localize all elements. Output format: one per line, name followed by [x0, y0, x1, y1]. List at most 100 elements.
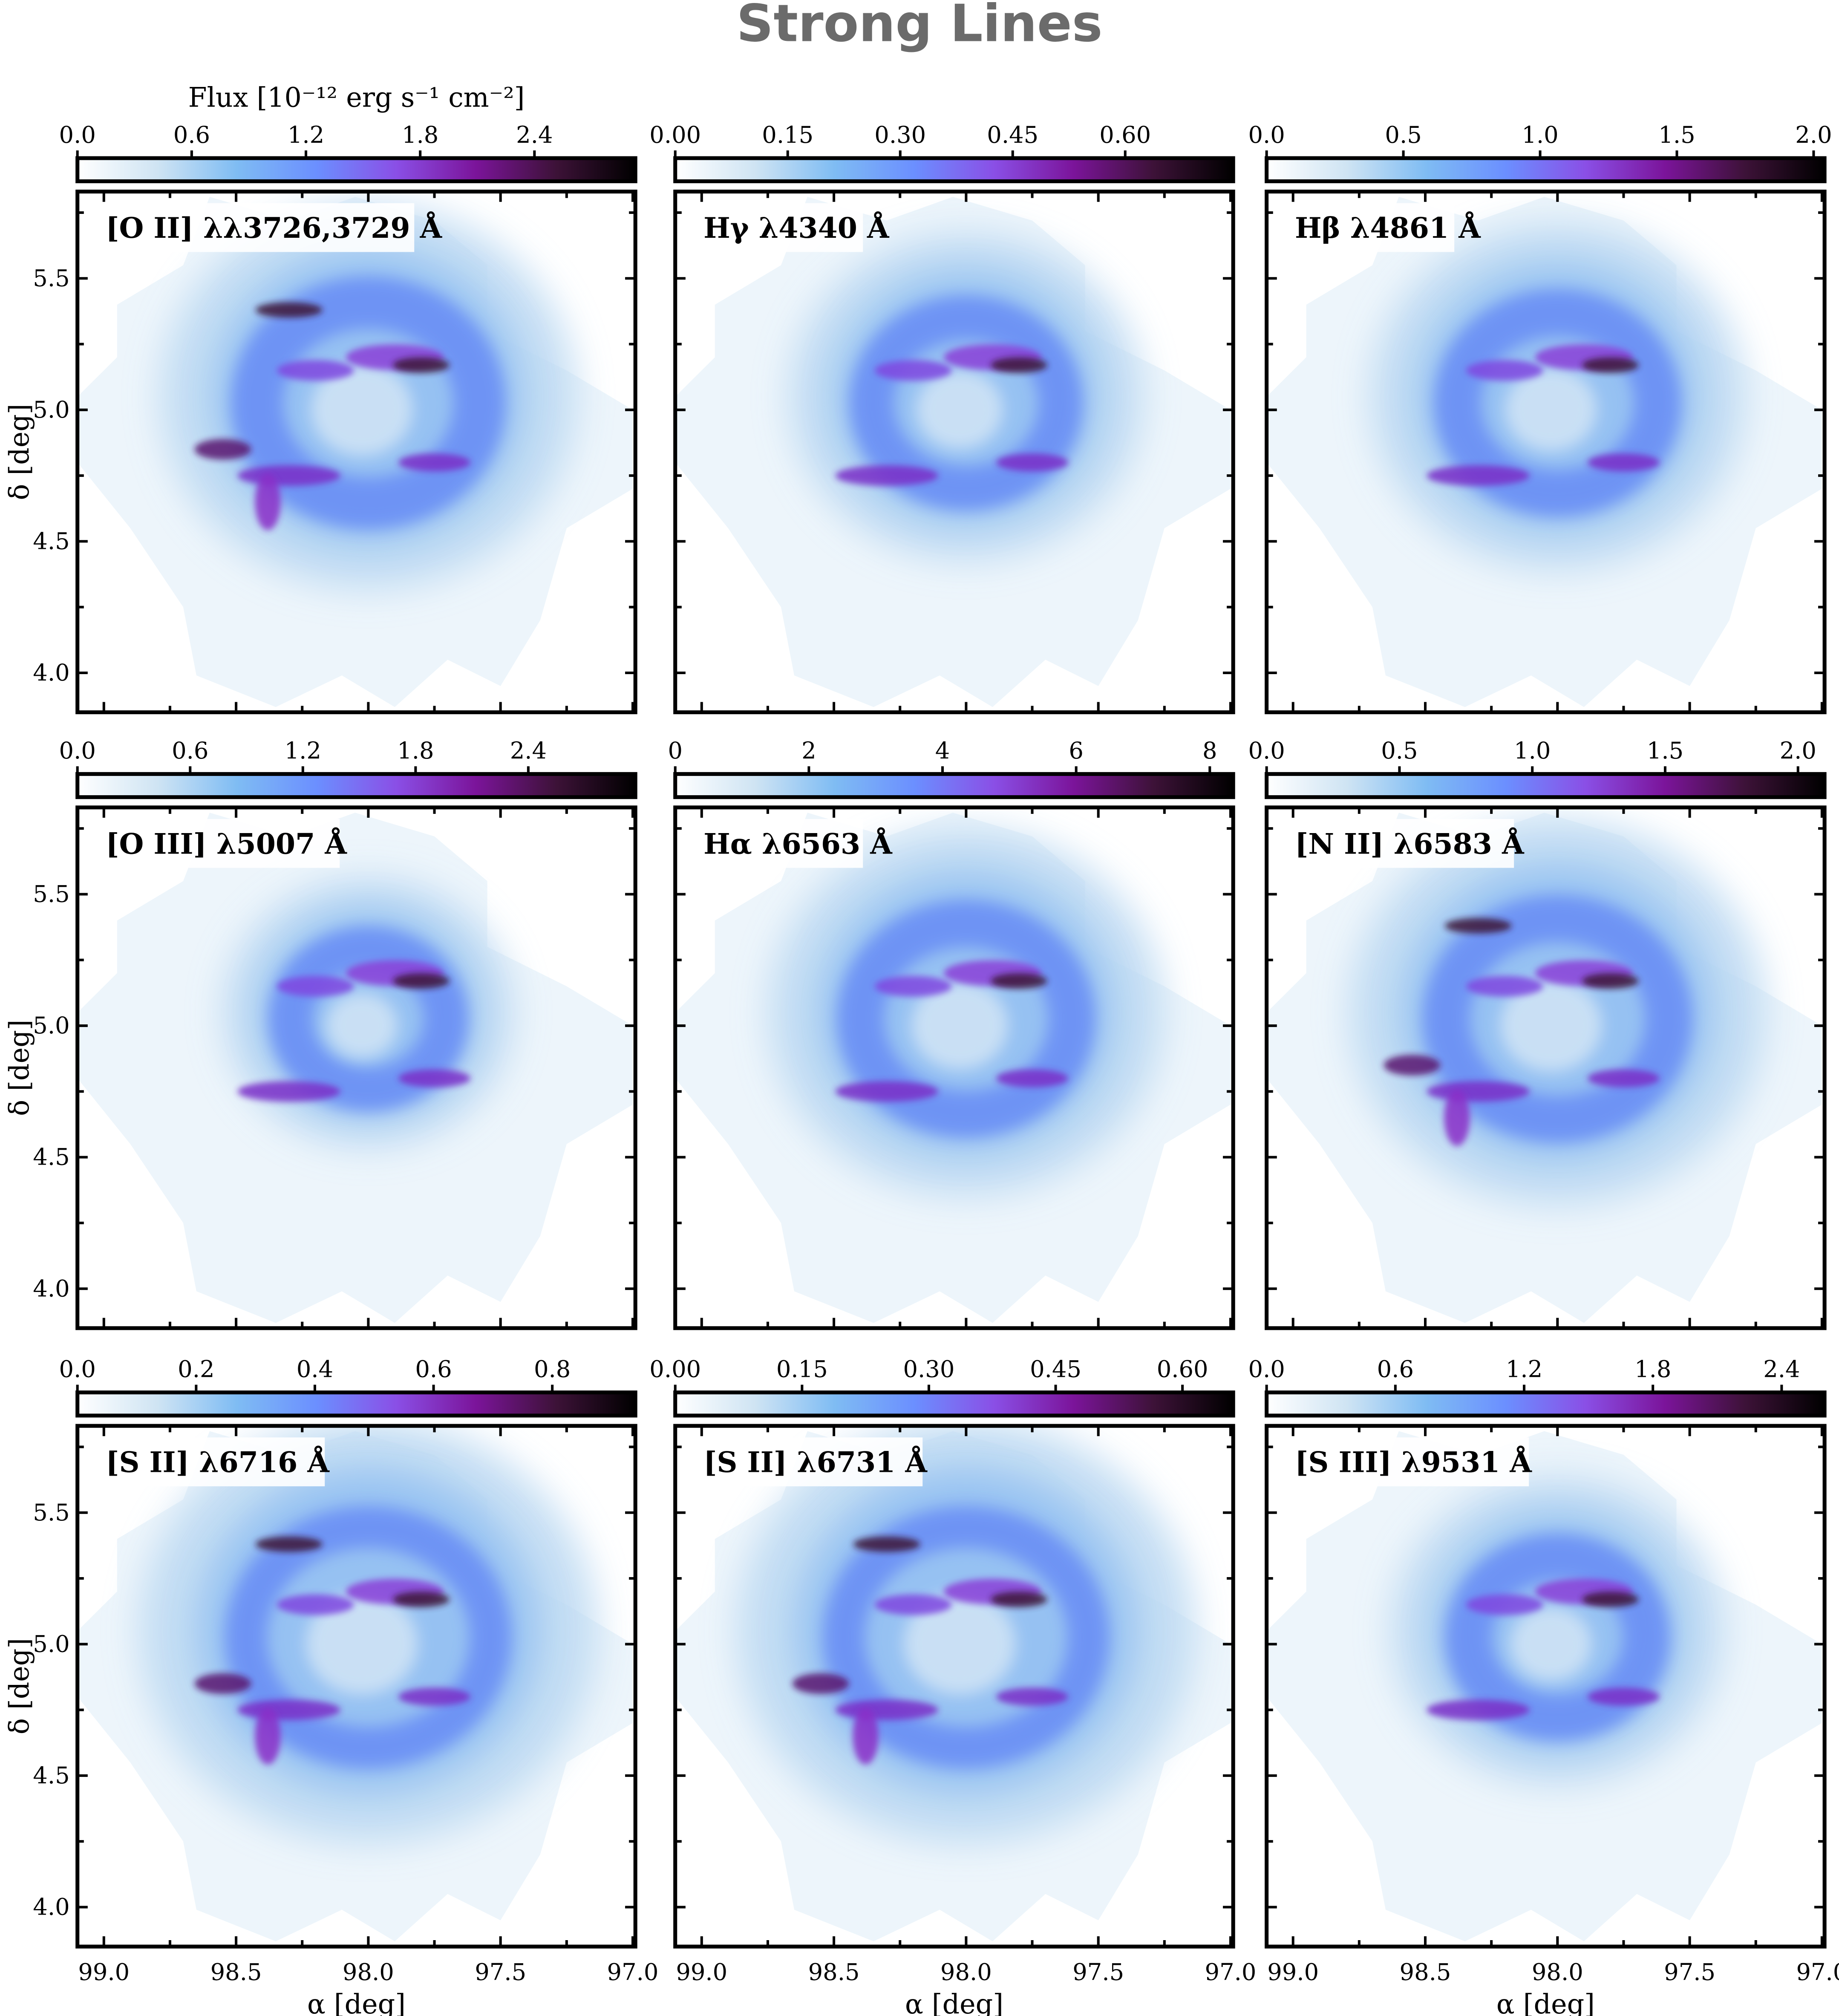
central-cavity — [1500, 979, 1602, 1072]
x-tick-label: 99.0 — [676, 1959, 727, 1986]
colorbar: 0.0 0.2 0.4 0.6 0.8 — [59, 1356, 637, 1418]
colorbar-tick-label: 0.0 — [1248, 121, 1285, 148]
flux-map — [77, 813, 633, 1323]
x-axis-label: α [deg] — [307, 1988, 406, 2016]
line-label: [N II] λ6583 Å — [1284, 819, 1525, 868]
x-tick-label: 98.5 — [1400, 1959, 1451, 1986]
bright-filament — [853, 1536, 920, 1552]
bright-filament — [277, 1594, 354, 1615]
colorbar-tick-label: 0.6 — [173, 121, 210, 148]
y-tick-label: 4.5 — [33, 1762, 69, 1789]
flux-map — [77, 196, 633, 707]
bright-filament — [277, 360, 354, 381]
axes-frame — [75, 190, 637, 715]
colorbar: 0.0 0.6 1.2 1.8 2.4 — [1248, 1356, 1827, 1418]
map-panel: 0.0 0.6 1.2 1.8 2.4 [O III] λ5007 Å 4.0 4.5 5.0 5… — [3, 737, 637, 1330]
y-tick-label: 4.0 — [33, 1275, 69, 1302]
bright-filament — [393, 1592, 450, 1607]
y-tick-label: 4.5 — [33, 528, 69, 554]
colorbar-tick-label: 0.5 — [1381, 737, 1418, 764]
colorbar-tick-label: 2.4 — [516, 121, 553, 148]
colorbar-tick-label: 0.0 — [59, 1356, 96, 1382]
x-tick-label: 98.0 — [1532, 1959, 1583, 1986]
line-label-text: Hα λ6563 Å — [703, 827, 893, 860]
colorbar-gradient — [673, 156, 1235, 183]
colorbar-gradient — [75, 772, 637, 799]
colorbar-tick-label: 0.0 — [1248, 737, 1285, 764]
colorbar-tick-label: 1.0 — [1522, 121, 1558, 148]
bright-filament — [991, 973, 1047, 989]
flux-map — [675, 1426, 1231, 1941]
colorbar-tick-label: 8 — [1202, 737, 1217, 764]
bright-filament — [277, 976, 354, 997]
axes-frame — [673, 190, 1235, 715]
central-cavity — [911, 981, 1008, 1070]
axes-frame — [1265, 805, 1827, 1330]
axes-frame — [75, 1424, 637, 1949]
colorbar-tick-label: 0.15 — [762, 121, 813, 148]
line-label: [O III] λ5007 Å — [95, 819, 347, 868]
colorbar-tick-label: 0.6 — [172, 737, 208, 764]
map-panel: 0.0 0.6 1.2 1.8 2.4 [S III] λ9531 Å 99.0 98.5 98… — [1248, 1356, 1839, 2016]
x-tick-label: 98.0 — [343, 1959, 394, 1986]
bright-filament — [792, 1673, 849, 1694]
emission-ring — [823, 1506, 1109, 1768]
central-cavity — [1510, 1606, 1592, 1681]
figure-title: Strong Lines — [736, 0, 1102, 54]
colorbar: 0.0 0.5 1.0 1.5 2.0 — [1248, 737, 1827, 799]
y-tick-label: 5.0 — [33, 1630, 69, 1657]
y-tick-label: 4.0 — [33, 659, 69, 686]
axes-frame — [673, 1424, 1235, 1949]
flux-map — [675, 196, 1231, 707]
colorbar-tick-label: 0.6 — [415, 1356, 452, 1382]
bright-filament — [874, 976, 952, 997]
colorbar-tick-label: 0.00 — [649, 1356, 701, 1382]
colorbar-tick-label: 2.4 — [510, 737, 547, 764]
line-label: Hγ λ4340 Å — [693, 203, 890, 252]
bright-filament — [237, 1081, 340, 1102]
y-tick-label: 5.0 — [33, 1012, 69, 1039]
x-tick-label: 99.0 — [1267, 1959, 1319, 1986]
bright-filament — [1587, 453, 1660, 472]
panel-grid: 0.0 0.6 1.2 1.8 2.4 Flux [10⁻¹² erg s⁻¹ cm⁻²]… — [3, 81, 1839, 2016]
line-label: Hα λ6563 Å — [693, 819, 893, 868]
bright-filament — [398, 1069, 471, 1087]
axes-frame — [673, 805, 1235, 1330]
emission-ring — [850, 296, 1083, 510]
x-tick-label: 97.0 — [1796, 1959, 1839, 1986]
bright-filament — [255, 302, 323, 318]
bright-filament — [835, 1081, 938, 1102]
bright-filament — [194, 439, 251, 460]
bright-filament — [853, 1707, 879, 1765]
colorbar-tick-label: 0.6 — [1377, 1356, 1414, 1382]
axes-frame — [75, 805, 637, 1330]
colorbar: 0 2 4 6 8 — [668, 737, 1235, 799]
line-label: [S II] λ6731 Å — [693, 1437, 928, 1486]
line-label: [S II] λ6716 Å — [95, 1437, 330, 1486]
x-tick-label: 98.5 — [210, 1959, 262, 1986]
bright-filament — [996, 453, 1069, 472]
colorbar: 0.00 0.15 0.30 0.45 0.60 — [649, 121, 1235, 183]
colorbar-tick-label: 0.5 — [1385, 121, 1421, 148]
map-panel: 0 2 4 6 8 Hα λ6563 Å — [668, 737, 1235, 1330]
bright-filament — [1427, 1699, 1530, 1720]
colorbar: 0.0 0.6 1.2 1.8 2.4 — [59, 737, 637, 799]
colorbar-tick-label: 2.0 — [1795, 121, 1832, 148]
bright-filament — [194, 1673, 251, 1694]
flux-map — [1266, 1431, 1822, 1941]
bright-filament — [991, 357, 1047, 373]
line-label: [O II] λλ3726,3729 Å — [95, 203, 443, 252]
colorbar-tick-label: 0.0 — [1248, 1356, 1285, 1382]
colorbar-tick-label: 0.45 — [987, 121, 1038, 148]
y-tick-label: 4.0 — [33, 1894, 69, 1921]
bright-filament — [1582, 1592, 1639, 1607]
bright-filament — [1587, 1069, 1660, 1087]
central-cavity — [306, 1593, 418, 1695]
x-tick-label: 98.0 — [940, 1959, 992, 1986]
bright-filament — [393, 357, 450, 373]
colorbar-tick-label: 0.0 — [59, 121, 96, 148]
y-tick-label: 4.5 — [33, 1144, 69, 1171]
colorbar-tick-label: 0.15 — [776, 1356, 828, 1382]
bright-filament — [996, 1069, 1069, 1087]
